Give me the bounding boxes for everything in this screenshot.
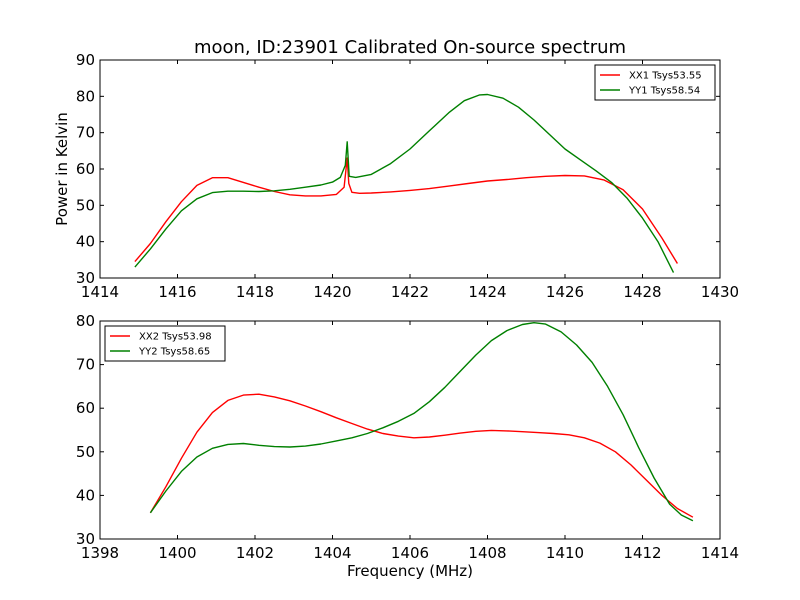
x-tick-label: 1398 bbox=[81, 544, 119, 562]
y-tick-label: 50 bbox=[76, 196, 95, 214]
x-tick-label: 1410 bbox=[546, 544, 584, 562]
x-tick-label: 1424 bbox=[468, 283, 506, 301]
y-tick-label: 30 bbox=[76, 530, 95, 548]
x-tick-label: 1422 bbox=[391, 283, 429, 301]
x-tick-label: 1402 bbox=[236, 544, 274, 562]
legend-label-1: YY1 Tsys58.54 bbox=[628, 86, 700, 97]
y-tick-label: 30 bbox=[76, 269, 95, 287]
x-tick-label: 1412 bbox=[623, 544, 661, 562]
x-tick-label: 1430 bbox=[701, 283, 739, 301]
x-tick-label: 1420 bbox=[313, 283, 351, 301]
legend-label-0: XX1 Tsys53.55 bbox=[629, 71, 702, 82]
x-tick-label: 1428 bbox=[623, 283, 661, 301]
bottom-spectrum-plot: 1398 1400 1402 1404 1406 1408 1410 1412 1414 30 40… bbox=[76, 312, 739, 580]
y-axis-label: Power in Kelvin bbox=[53, 112, 71, 226]
x-axis-label: Frequency (MHz) bbox=[347, 562, 473, 580]
top-spectrum-plot: 1414 1416 1418 1420 1422 1424 1426 1428 1430 30 40… bbox=[53, 51, 739, 301]
legend-box bbox=[594, 64, 716, 101]
x-tick-label: 1408 bbox=[468, 544, 506, 562]
y-tick-label: 80 bbox=[76, 87, 95, 105]
x-tick-label: 1416 bbox=[158, 283, 196, 301]
series-line-1 bbox=[149, 322, 694, 522]
legend-label-0: XX2 Tsys53.98 bbox=[139, 332, 212, 343]
series-line-1 bbox=[134, 93, 675, 273]
y-tick-label: 70 bbox=[76, 356, 95, 374]
y-tick-label: 70 bbox=[76, 124, 95, 142]
y-tick-label: 80 bbox=[76, 312, 95, 330]
legend-label-1: YY2 Tsys58.65 bbox=[138, 347, 210, 358]
x-tick-label: 1414 bbox=[81, 283, 119, 301]
series-line-0 bbox=[149, 393, 694, 518]
x-tick-label: 1404 bbox=[313, 544, 351, 562]
y-tick-label: 60 bbox=[76, 399, 95, 417]
legend-box bbox=[104, 325, 226, 362]
y-tick-label: 40 bbox=[76, 233, 95, 251]
x-tick-label: 1406 bbox=[391, 544, 429, 562]
y-tick-label: 40 bbox=[76, 486, 95, 504]
series-line-0 bbox=[134, 157, 678, 264]
legend: XX2 Tsys53.98 YY2 Tsys58.65 bbox=[104, 325, 226, 362]
x-tick-label: 1426 bbox=[546, 283, 584, 301]
x-tick-label: 1414 bbox=[701, 544, 739, 562]
legend: XX1 Tsys53.55 YY1 Tsys58.54 bbox=[594, 64, 716, 101]
y-tick-label: 50 bbox=[76, 443, 95, 461]
y-tick-label: 60 bbox=[76, 160, 95, 178]
chart-title: moon, ID:23901 Calibrated On-source spec… bbox=[194, 37, 626, 58]
x-tick-label: 1400 bbox=[158, 544, 196, 562]
x-tick-label: 1418 bbox=[236, 283, 274, 301]
y-tick-label: 90 bbox=[76, 51, 95, 69]
